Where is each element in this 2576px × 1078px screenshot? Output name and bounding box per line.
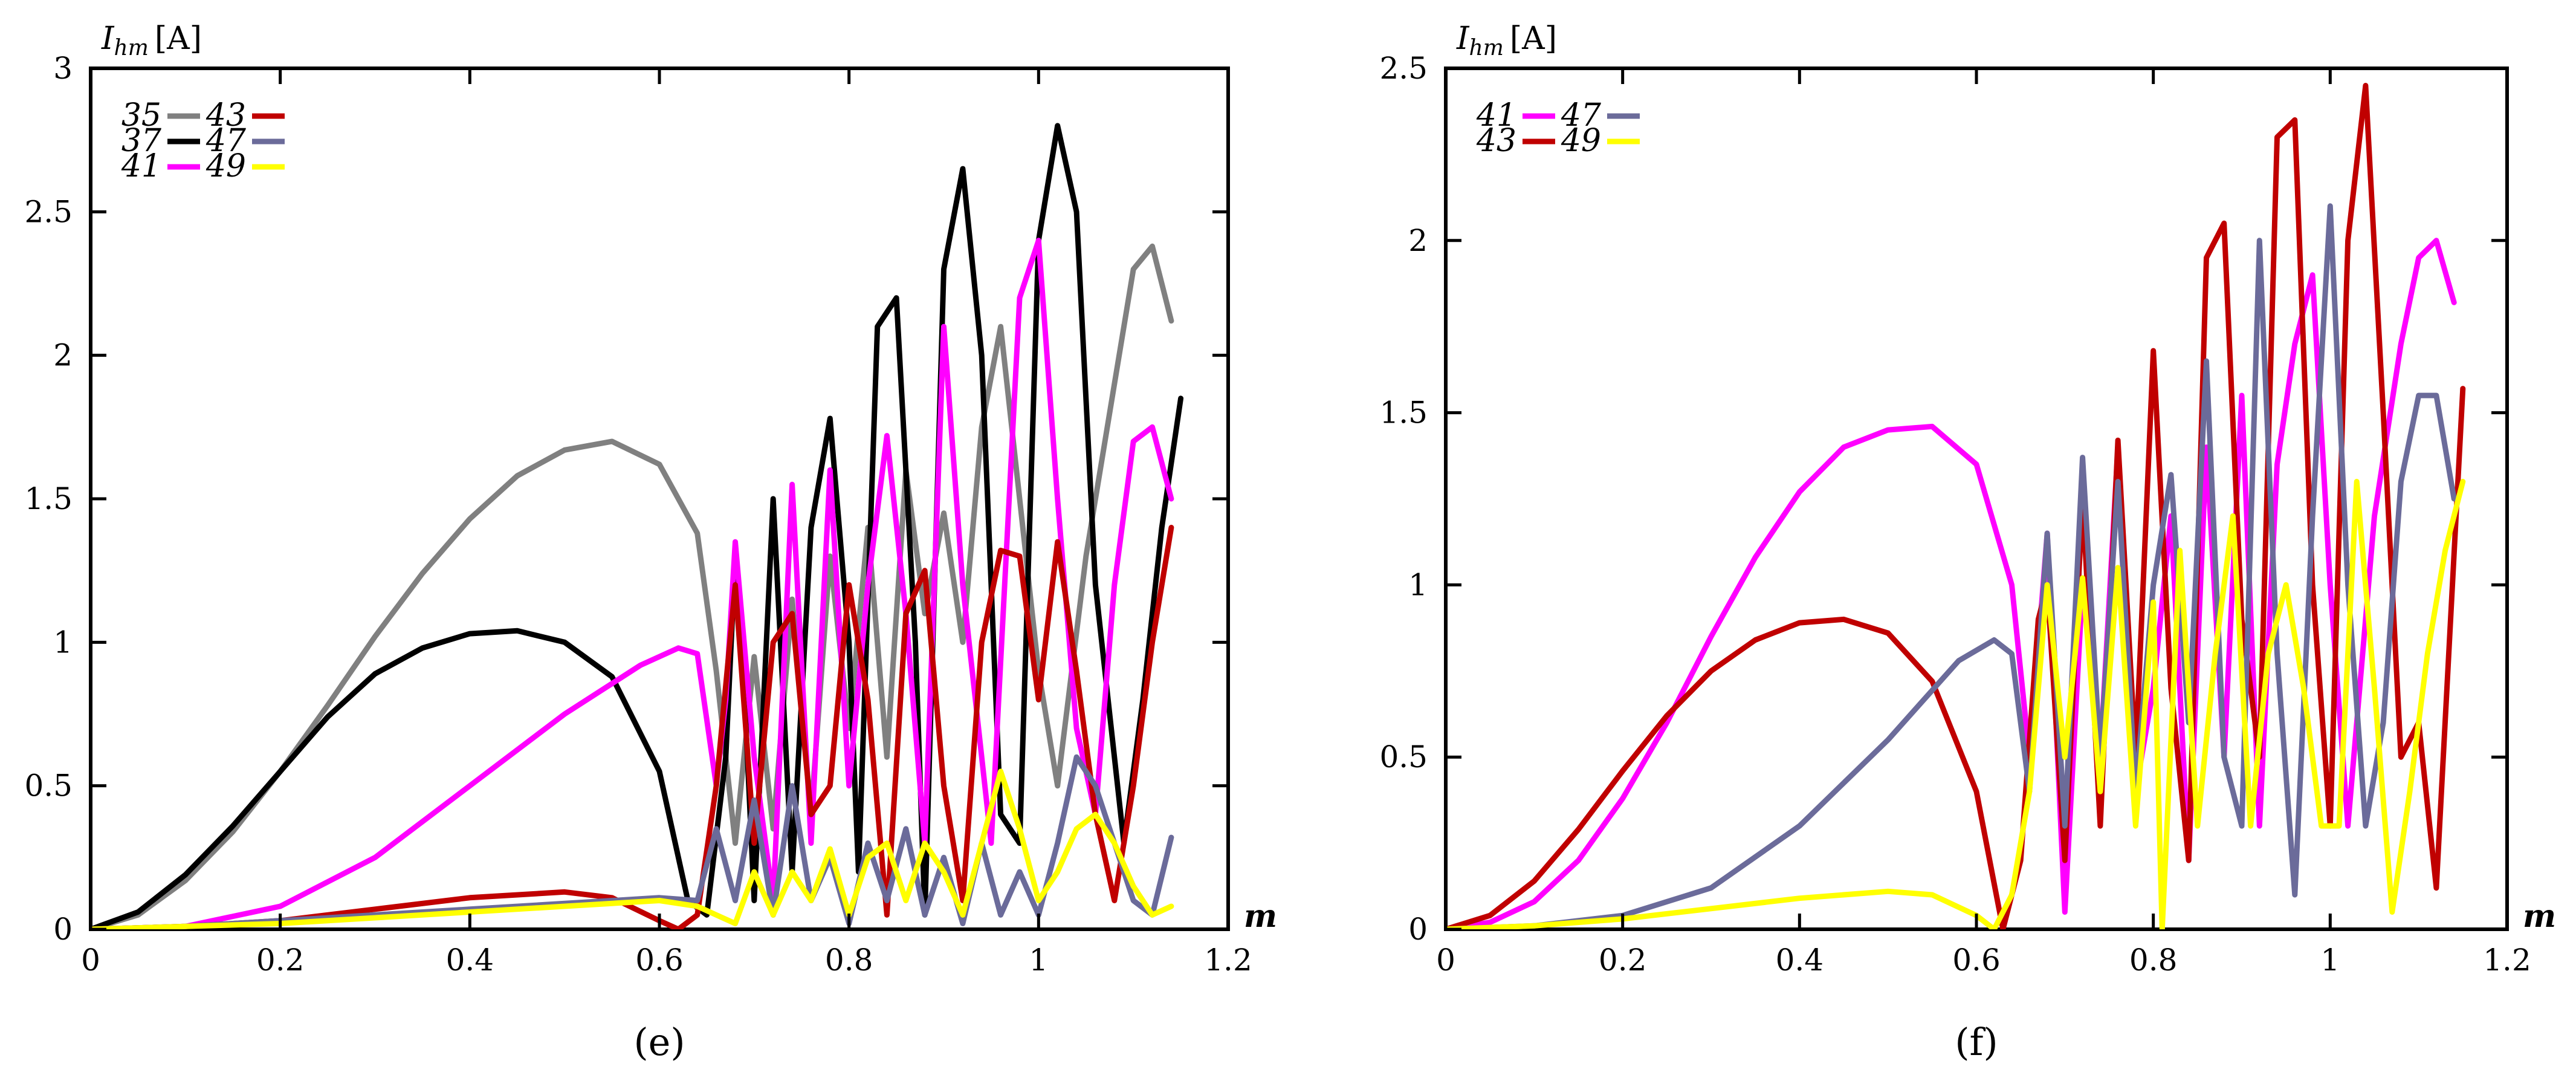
x-tick-label: 0 bbox=[1436, 943, 1455, 978]
x-axis-title: m bbox=[1244, 898, 1277, 935]
legend-label-49: 49 bbox=[1561, 123, 1601, 159]
legend-label-35: 35 bbox=[121, 97, 161, 134]
series-line-49 bbox=[91, 768, 1174, 929]
x-tick-label: 1 bbox=[1029, 943, 1048, 978]
x-tick-label: 1.2 bbox=[1204, 943, 1252, 978]
legend-label-37: 37 bbox=[121, 123, 162, 159]
legend-label-41: 41 bbox=[121, 148, 161, 184]
y-tick-label: 1 bbox=[53, 625, 73, 660]
y-tick-label: 2.5 bbox=[1379, 51, 1428, 86]
x-tick-label: 1 bbox=[2320, 943, 2340, 978]
x-tick-label: 0.2 bbox=[256, 943, 305, 978]
series-line-49 bbox=[1446, 479, 2466, 929]
y-tick-label: 0.5 bbox=[24, 768, 73, 804]
x-tick-label: 0.4 bbox=[1776, 943, 1824, 978]
series-line-43 bbox=[91, 525, 1174, 929]
y-axis-unit: [A] bbox=[155, 21, 202, 57]
series-line-47 bbox=[91, 754, 1174, 929]
panel-label: (e) bbox=[633, 1020, 685, 1064]
series-line-47 bbox=[1446, 203, 2457, 929]
y-axis-unit: [A] bbox=[1510, 21, 1557, 57]
legend-label-43: 43 bbox=[205, 97, 246, 134]
panel-label: (f) bbox=[1955, 1020, 1998, 1064]
y-axis-subscript: hm bbox=[1469, 36, 1504, 60]
x-tick-label: 0.8 bbox=[2129, 943, 2178, 978]
legend-label-41: 41 bbox=[1476, 97, 1516, 134]
x-tick-label: 0.4 bbox=[446, 943, 494, 978]
legend-label-49: 49 bbox=[205, 148, 246, 184]
y-tick-label: 0.5 bbox=[1379, 739, 1428, 774]
x-tick-label: 0 bbox=[81, 943, 100, 978]
x-tick-label: 1.2 bbox=[2483, 943, 2531, 978]
y-tick-label: 1.5 bbox=[24, 481, 73, 516]
x-axis-title: m bbox=[2523, 898, 2556, 935]
y-axis-title: Ihm [A] bbox=[101, 21, 202, 60]
x-tick-label: 0.8 bbox=[825, 943, 873, 978]
y-axis-symbol: I bbox=[101, 21, 115, 57]
y-tick-label: 2 bbox=[53, 338, 73, 373]
y-tick-label: 1 bbox=[1408, 567, 1428, 602]
x-tick-label: 0.6 bbox=[1952, 943, 2001, 978]
legend-label-47: 47 bbox=[205, 123, 247, 159]
x-tick-label: 0.6 bbox=[635, 943, 684, 978]
y-axis-title: Ihm [A] bbox=[1456, 21, 1557, 60]
y-tick-label: 0 bbox=[53, 912, 73, 947]
y-tick-label: 2 bbox=[1408, 223, 1428, 258]
y-tick-label: 0 bbox=[1408, 912, 1428, 947]
y-axis-symbol: I bbox=[1456, 21, 1470, 57]
series-line-43 bbox=[1446, 83, 2466, 929]
chart-panel-f: 0 0.2 0.4 0.6 0.8 1 1.2 0 0.5 1 1.5 2 2.5 Ihm [A] m 4143… bbox=[1379, 21, 2556, 1064]
x-tick-label: 0.2 bbox=[1599, 943, 1647, 978]
legend-label-43: 43 bbox=[1476, 123, 1516, 159]
y-tick-label: 3 bbox=[53, 51, 73, 86]
legend-label-47: 47 bbox=[1561, 97, 1602, 134]
y-tick-label: 2.5 bbox=[24, 194, 73, 229]
y-tick-label: 1.5 bbox=[1379, 395, 1428, 430]
series-group bbox=[1446, 83, 2466, 929]
y-axis-subscript: hm bbox=[114, 36, 149, 60]
series-group bbox=[91, 123, 1184, 929]
